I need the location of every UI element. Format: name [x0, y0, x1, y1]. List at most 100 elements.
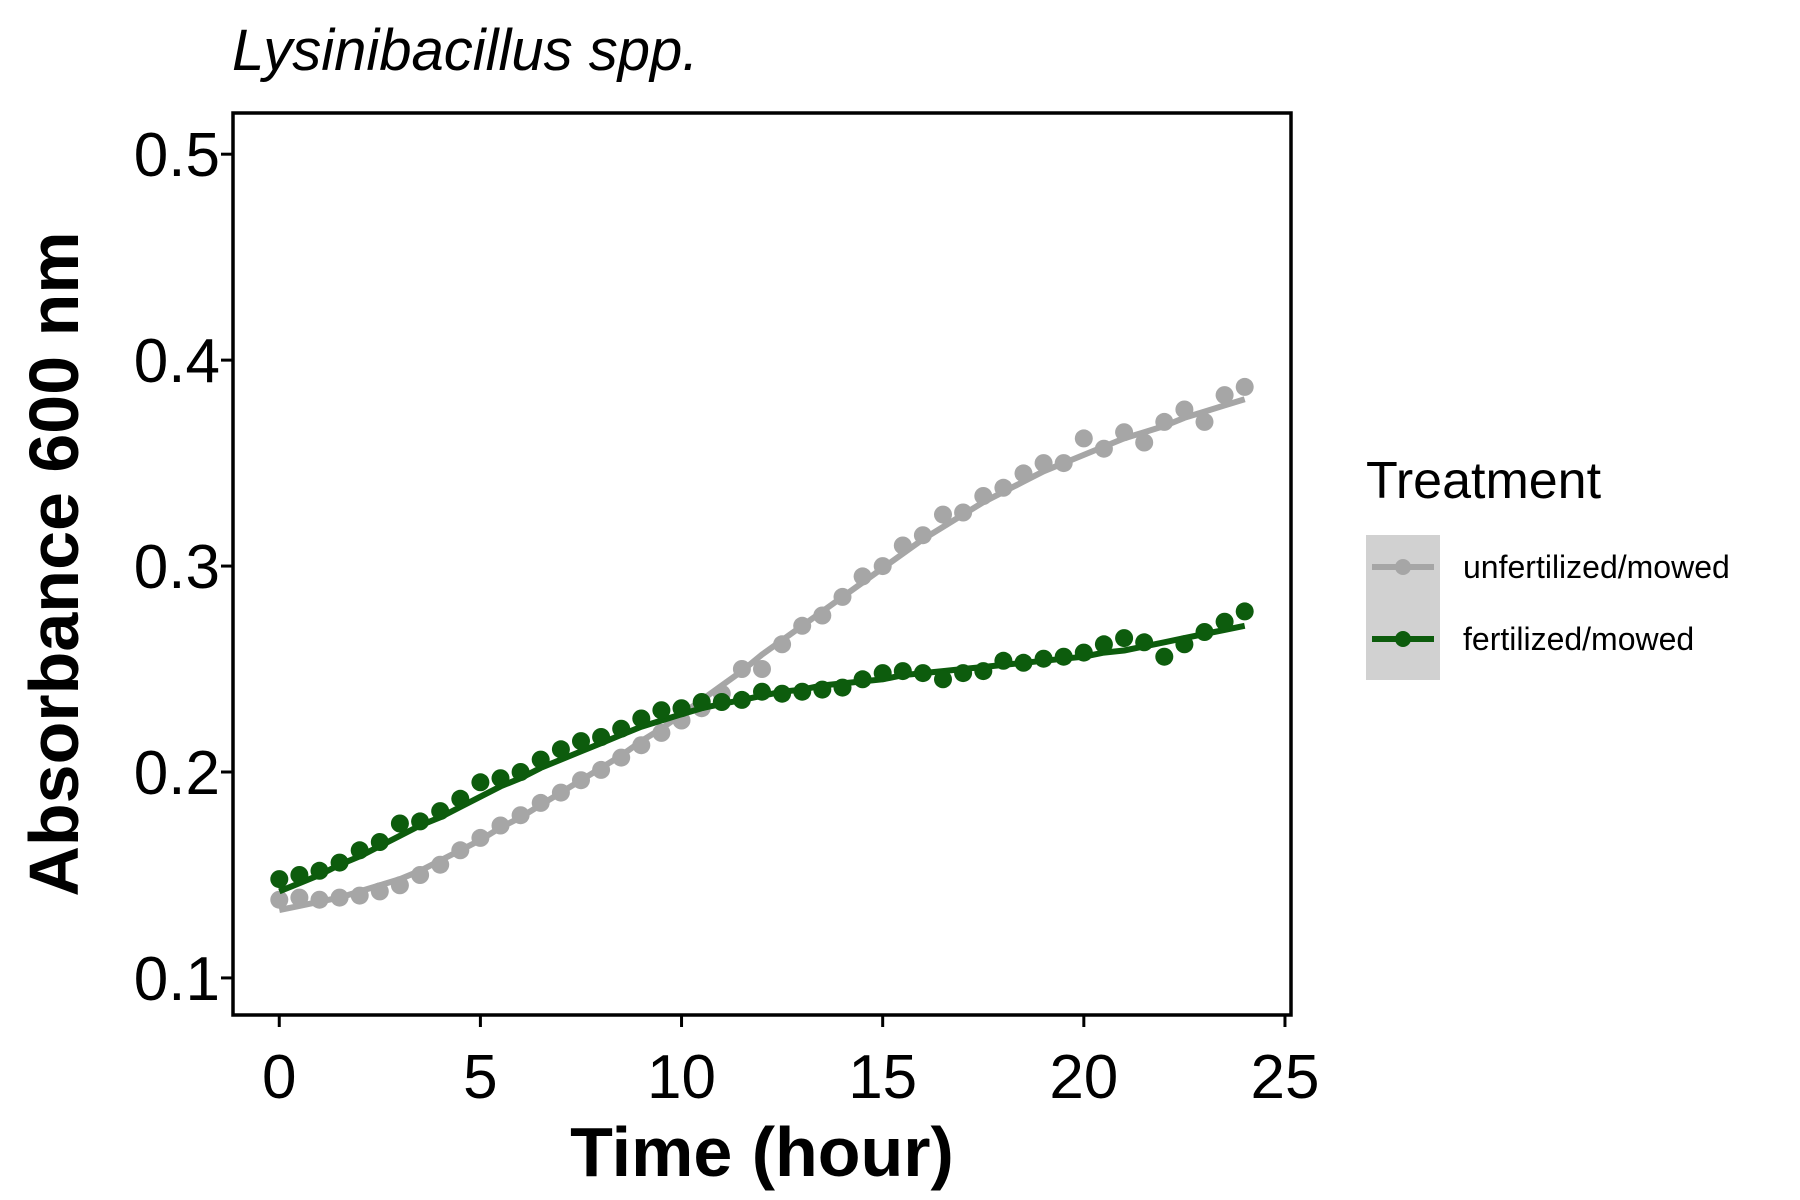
data-point [330, 888, 349, 907]
data-point [1215, 612, 1234, 631]
data-point [853, 670, 872, 689]
legend: Treatment unfertilized/mowed fertilized/m… [1366, 452, 1730, 680]
y-tick-label: 0.5 [134, 121, 220, 190]
data-point [813, 680, 832, 699]
data-point [732, 690, 751, 709]
data-point [954, 664, 973, 683]
data-point [934, 505, 952, 524]
y-tick-label: 0.4 [134, 327, 220, 396]
y-tick-label: 0.2 [134, 739, 220, 808]
y-tick-label: 0.3 [134, 533, 220, 602]
data-point [1135, 633, 1154, 652]
data-point [1115, 629, 1134, 648]
data-point [652, 701, 671, 720]
data-point [270, 870, 289, 889]
data-point [330, 853, 349, 872]
data-point [551, 783, 570, 802]
data-point [632, 709, 651, 728]
data-point [1235, 602, 1254, 621]
legend-key-background [1366, 535, 1440, 680]
data-point [994, 478, 1013, 497]
data-point [270, 890, 289, 909]
series-1 [270, 602, 1254, 895]
data-point [853, 567, 872, 586]
legend-key-point [1395, 631, 1411, 647]
data-point [753, 660, 771, 678]
data-point [1054, 454, 1073, 473]
data-point [1074, 643, 1093, 662]
data-point [511, 806, 530, 825]
x-tick-label: 5 [463, 1043, 497, 1112]
data-point [592, 760, 611, 779]
data-point [290, 888, 309, 907]
data-point [1135, 433, 1154, 452]
data-point [773, 684, 792, 703]
data-point [833, 587, 852, 606]
data-point [1074, 429, 1093, 448]
data-point [1175, 635, 1194, 654]
data-point [913, 664, 932, 683]
data-point [612, 748, 631, 767]
data-point [1115, 423, 1134, 442]
data-point [1014, 653, 1033, 672]
data-point [1054, 647, 1073, 666]
data-point [1195, 623, 1214, 641]
data-point [753, 682, 771, 701]
data-point [350, 886, 369, 905]
data-point [511, 763, 530, 781]
data-point [793, 616, 812, 635]
x-axis-title: Time (hour) [570, 1113, 954, 1191]
data-point [893, 662, 912, 681]
data-point [813, 606, 832, 625]
x-tick-label: 10 [647, 1043, 716, 1112]
chart-title: Lysinibacillus spp. [232, 18, 698, 83]
data-point [974, 662, 993, 681]
data-point [773, 635, 792, 654]
legend-items: unfertilized/mowed fertilized/mowed [1372, 549, 1730, 657]
data-point [370, 833, 389, 851]
plot-panel [231, 111, 1293, 1017]
data-point [572, 732, 590, 751]
data-point [652, 723, 671, 742]
legend-item: fertilized/mowed [1372, 621, 1694, 657]
data-point [310, 890, 329, 909]
data-point [893, 536, 912, 555]
legend-title: Treatment [1366, 452, 1602, 510]
data-point [390, 876, 409, 895]
data-point [411, 866, 430, 884]
data-point [491, 769, 510, 788]
data-point [833, 678, 852, 697]
data-point [1034, 454, 1053, 473]
data-point [390, 814, 409, 833]
data-point [290, 866, 309, 884]
data-point [732, 660, 751, 678]
data-point [471, 773, 490, 792]
data-point [873, 557, 892, 576]
data-point [551, 740, 570, 759]
data-point [451, 841, 470, 860]
data-point [431, 855, 450, 874]
data-point [934, 670, 952, 689]
x-tick-label: 20 [1049, 1043, 1118, 1112]
data-point [974, 487, 993, 505]
data-point [1215, 386, 1234, 405]
legend-key-point [1395, 559, 1411, 575]
y-axis-title: Absorbance 600 nm [15, 231, 93, 896]
data-point [954, 503, 973, 522]
data-point [1175, 400, 1194, 419]
data-point [994, 651, 1013, 670]
x-tick-label: 0 [262, 1043, 296, 1112]
legend-item: unfertilized/mowed [1372, 549, 1730, 585]
data-point [431, 802, 450, 821]
data-point [592, 728, 611, 746]
data-point [451, 789, 470, 808]
data-point [873, 664, 892, 683]
data-point [913, 526, 932, 545]
data-point [672, 699, 691, 718]
data-point [632, 736, 651, 755]
data-point [1155, 412, 1174, 431]
data-point [370, 882, 389, 901]
data-point [612, 719, 631, 738]
